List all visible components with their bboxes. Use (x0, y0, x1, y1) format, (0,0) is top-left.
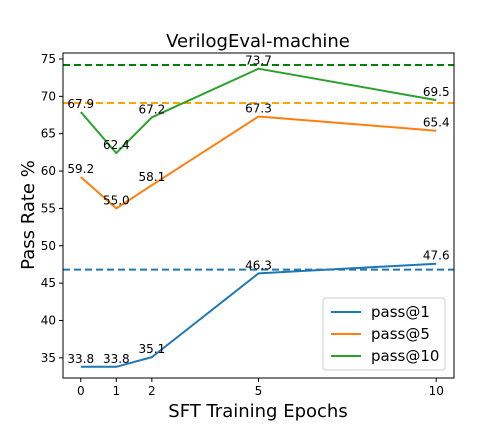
series-line-pass-at-5 (80, 115, 437, 210)
data-label: 67.9 (67, 97, 94, 111)
y-tick-label: 45 (41, 276, 56, 290)
data-label: 33.8 (103, 352, 130, 366)
y-tick-label: 55 (41, 201, 56, 215)
data-label: 67.2 (139, 102, 166, 116)
x-tick-label: 1 (112, 384, 120, 398)
x-tick-label: 0 (77, 384, 85, 398)
data-label: 65.4 (423, 116, 450, 130)
data-label: 59.2 (67, 162, 94, 176)
y-tick-label: 40 (41, 313, 56, 327)
data-label: 69.5 (423, 85, 450, 99)
series-line-pass-at-1 (80, 262, 437, 368)
data-label: 33.8 (67, 352, 94, 366)
y-tick-label: 50 (41, 239, 56, 253)
y-tick-label: 70 (41, 89, 56, 103)
y-tick-label: 65 (41, 127, 56, 141)
y-tick-label: 35 (41, 351, 56, 365)
data-label: 35.1 (139, 342, 166, 356)
x-axis-label: SFT Training Epochs (168, 401, 347, 422)
data-labels: 33.8 33.8 35.1 46.3 47.6 59.2 55.0 58.1 67.3 65.4… (67, 54, 449, 366)
data-label: 62.4 (103, 138, 130, 152)
x-tick-label: 5 (255, 384, 263, 398)
chart-title: VerilogEval-machine (166, 31, 350, 52)
data-label: 73.7 (245, 54, 272, 68)
x-tick-label: 2 (148, 384, 156, 398)
y-tick-label: 60 (41, 164, 56, 178)
legend: pass@1 pass@5 pass@10 (322, 297, 446, 371)
axes: 0 1 2 5 10 35 40 45 50 55 60 65 70 75 (41, 52, 455, 398)
data-label: 55.0 (103, 193, 130, 207)
data-label: 58.1 (139, 170, 166, 184)
y-tick-label: 75 (41, 52, 56, 66)
legend-label-pass-at-10: pass@10 (371, 347, 439, 365)
series-line-pass-at-10 (80, 67, 437, 155)
series-lines (80, 67, 437, 368)
legend-box (322, 297, 446, 371)
data-label: 67.3 (245, 102, 272, 116)
reference-lines (63, 63, 454, 271)
y-axis-label: Pass Rate % (18, 160, 39, 270)
data-label: 47.6 (423, 249, 450, 263)
legend-label-pass-at-1: pass@1 (371, 303, 430, 321)
x-tick-label: 10 (429, 384, 444, 398)
legend-label-pass-at-5: pass@5 (371, 325, 430, 343)
data-label: 46.3 (245, 258, 272, 272)
